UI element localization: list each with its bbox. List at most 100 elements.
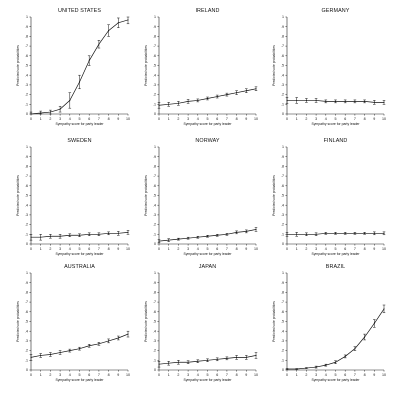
data-point xyxy=(286,368,288,370)
x-tick-label: 7 xyxy=(98,373,100,377)
x-tick-label: 10 xyxy=(254,117,258,121)
data-point xyxy=(168,103,170,105)
y-tick-label: 1 xyxy=(154,15,156,19)
data-point xyxy=(40,236,42,238)
x-tick-label: 9 xyxy=(373,117,375,121)
x-tick-label: 0 xyxy=(286,373,288,377)
data-point xyxy=(325,364,327,366)
x-tick-label: 9 xyxy=(245,373,247,377)
panel-title: JAPAN xyxy=(199,264,216,270)
y-tick-label: 1 xyxy=(154,271,156,275)
data-point xyxy=(108,232,110,234)
x-tick-label: 2 xyxy=(305,117,307,121)
y-tick-label: .3 xyxy=(153,213,156,217)
x-tick-label: 3 xyxy=(59,373,61,377)
y-axis-label: Predicted vote probabilities xyxy=(16,175,20,216)
y-tick-label: .3 xyxy=(25,339,28,343)
x-tick-label: 10 xyxy=(126,247,130,251)
y-tick-label: .7 xyxy=(281,174,284,178)
data-point xyxy=(40,112,42,114)
x-tick-label: 2 xyxy=(177,373,179,377)
y-tick-label: 0 xyxy=(154,242,156,246)
x-tick-label: 2 xyxy=(49,117,51,121)
y-tick-label: .7 xyxy=(25,300,28,304)
y-tick-label: .4 xyxy=(25,329,28,333)
y-tick-label: .6 xyxy=(281,184,284,188)
y-tick-label: .6 xyxy=(281,54,284,58)
data-point xyxy=(226,94,228,96)
data-point xyxy=(59,351,61,354)
y-tick-label: .5 xyxy=(153,194,156,198)
x-tick-label: 0 xyxy=(30,247,32,251)
y-tick-label: .6 xyxy=(153,54,156,58)
data-point xyxy=(296,233,298,235)
data-point xyxy=(168,239,170,241)
x-tick-label: 4 xyxy=(197,247,199,251)
x-tick-label: 6 xyxy=(216,373,218,377)
y-tick-label: .4 xyxy=(281,73,284,77)
data-point xyxy=(98,343,100,345)
y-tick-label: .8 xyxy=(153,35,156,39)
x-tick-label: 4 xyxy=(197,373,199,377)
y-tick-label: 0 xyxy=(26,112,28,116)
x-tick-label: 4 xyxy=(325,247,327,251)
data-point xyxy=(127,333,129,335)
data-point xyxy=(245,356,247,358)
x-tick-label: 10 xyxy=(382,117,386,121)
data-point xyxy=(30,356,32,358)
x-tick-label: 3 xyxy=(315,373,317,377)
x-tick-label: 1 xyxy=(168,117,170,121)
x-tick-label: 1 xyxy=(168,247,170,251)
x-tick-label: 5 xyxy=(207,117,209,121)
y-tick-label: .7 xyxy=(153,44,156,48)
x-tick-label: 8 xyxy=(108,373,110,377)
y-tick-label: .6 xyxy=(25,310,28,314)
data-point xyxy=(373,232,375,234)
y-tick-label: .1 xyxy=(281,102,284,106)
y-tick-label: 1 xyxy=(26,15,28,19)
data-point xyxy=(334,232,337,234)
data-point xyxy=(40,354,42,357)
y-tick-label: .3 xyxy=(25,83,28,87)
data-point xyxy=(117,337,119,339)
data-point xyxy=(177,361,179,363)
y-tick-label: .8 xyxy=(281,291,284,295)
y-tick-label: .9 xyxy=(25,281,28,285)
data-point xyxy=(59,235,61,237)
x-tick-label: 9 xyxy=(117,247,119,251)
y-tick-label: .5 xyxy=(281,194,284,198)
data-point xyxy=(59,108,61,110)
data-point xyxy=(226,233,228,235)
x-axis-label: Sympathy score for party leader xyxy=(55,122,104,126)
data-point xyxy=(296,99,298,101)
data-point xyxy=(305,233,307,235)
x-axis-label: Sympathy score for party leader xyxy=(183,252,232,256)
x-tick-label: 1 xyxy=(296,373,298,377)
series-line xyxy=(287,308,385,370)
x-axis-label: Sympathy score for party leader xyxy=(311,122,360,126)
y-axis-label: Predicted vote probabilities xyxy=(144,301,148,342)
data-point xyxy=(197,236,199,238)
data-point xyxy=(255,88,257,90)
data-point xyxy=(315,99,317,101)
x-tick-label: 4 xyxy=(69,373,71,377)
data-point xyxy=(187,237,189,239)
data-point xyxy=(168,362,170,364)
x-tick-label: 6 xyxy=(344,117,346,121)
y-axis-label: Predicted vote probabilities xyxy=(272,175,276,216)
data-point xyxy=(187,100,189,102)
data-point xyxy=(255,228,257,230)
x-tick-label: 5 xyxy=(79,373,81,377)
y-tick-label: 0 xyxy=(282,112,284,116)
data-point xyxy=(117,232,119,234)
data-point xyxy=(325,100,327,102)
data-point xyxy=(177,102,179,104)
data-point xyxy=(69,234,71,236)
y-tick-label: .2 xyxy=(25,93,28,97)
data-point xyxy=(216,358,218,360)
x-tick-label: 6 xyxy=(344,247,346,251)
